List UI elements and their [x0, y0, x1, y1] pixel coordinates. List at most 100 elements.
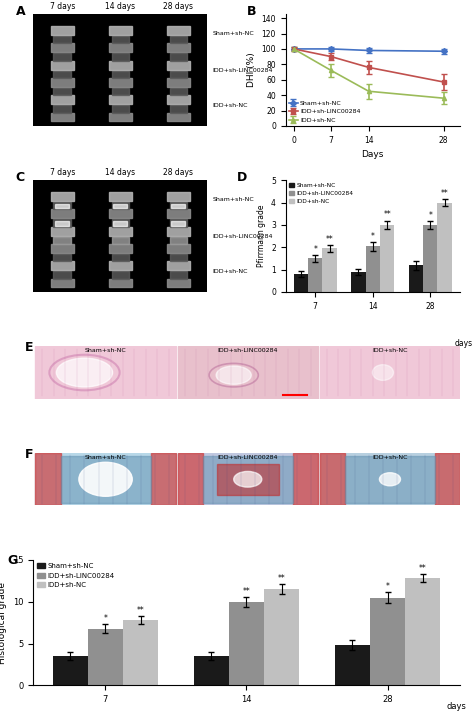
Bar — [109, 278, 132, 288]
Bar — [170, 202, 187, 209]
Bar — [113, 203, 127, 208]
Bar — [335, 645, 370, 685]
Bar — [35, 453, 176, 506]
Bar — [229, 602, 264, 685]
Bar — [167, 192, 190, 201]
Text: **: ** — [137, 606, 145, 615]
Bar — [151, 16, 206, 124]
Ellipse shape — [79, 462, 132, 496]
Bar — [193, 656, 229, 685]
Bar — [109, 192, 132, 201]
Bar — [151, 453, 176, 506]
Bar — [167, 78, 190, 87]
Bar — [109, 113, 132, 121]
Text: Sham+sh-NC: Sham+sh-NC — [85, 455, 127, 460]
Text: IDD+sh-NC: IDD+sh-NC — [212, 269, 248, 274]
Bar — [111, 36, 129, 44]
Text: IDD+sh-LINC00284: IDD+sh-LINC00284 — [212, 233, 273, 238]
Bar — [319, 346, 460, 398]
Bar — [370, 598, 405, 685]
Legend: Sham+sh-NC, IDD+sh-LINC00284, IDD+sh-NC: Sham+sh-NC, IDD+sh-LINC00284, IDD+sh-NC — [289, 101, 361, 123]
X-axis label: Days: Days — [362, 150, 384, 159]
Bar — [61, 456, 151, 503]
Bar — [167, 278, 190, 288]
Text: 14 days: 14 days — [105, 168, 135, 177]
Bar — [35, 183, 90, 290]
Bar — [51, 226, 74, 236]
Bar — [345, 456, 435, 503]
Text: Sham+sh-NC: Sham+sh-NC — [212, 197, 254, 202]
Text: 28 days: 28 days — [163, 168, 193, 177]
Bar — [93, 183, 147, 290]
Bar — [55, 221, 69, 226]
Bar — [111, 88, 129, 95]
Bar — [111, 219, 129, 226]
Bar — [54, 254, 71, 261]
Legend: Sham+sh-NC, IDD+sh-LINC00284, IDD+sh-NC: Sham+sh-NC, IDD+sh-LINC00284, IDD+sh-NC — [289, 183, 353, 204]
Ellipse shape — [56, 358, 113, 387]
Text: *: * — [313, 245, 317, 254]
Bar — [51, 244, 74, 253]
Bar — [111, 71, 129, 78]
Bar — [111, 254, 129, 261]
Bar — [167, 61, 190, 69]
Text: **: ** — [383, 211, 391, 219]
Bar — [351, 272, 365, 292]
Bar — [167, 26, 190, 35]
Bar — [438, 203, 452, 292]
Bar — [109, 26, 132, 35]
Bar — [51, 278, 74, 288]
Bar — [51, 209, 74, 218]
Bar — [170, 237, 187, 244]
Bar — [177, 346, 318, 398]
Bar — [35, 346, 176, 398]
Text: F: F — [25, 448, 33, 461]
Bar — [93, 16, 147, 124]
Bar — [54, 88, 71, 95]
Bar — [51, 26, 74, 35]
Text: IDD+sh-NC: IDD+sh-NC — [212, 104, 248, 109]
Bar — [109, 226, 132, 236]
Bar — [365, 246, 380, 292]
Bar — [405, 578, 440, 685]
Bar — [322, 248, 337, 292]
Text: IDD+sh-LINC00284: IDD+sh-LINC00284 — [212, 68, 273, 73]
Text: *: * — [385, 582, 390, 591]
Bar — [54, 271, 71, 278]
Bar — [109, 95, 132, 104]
Text: E: E — [25, 341, 33, 354]
Bar — [319, 453, 460, 506]
Bar — [171, 203, 185, 208]
Bar — [54, 237, 71, 244]
Bar — [54, 202, 71, 209]
Text: D: D — [237, 171, 247, 184]
Bar — [171, 221, 185, 226]
Bar — [111, 202, 129, 209]
Bar — [319, 453, 345, 506]
Bar — [109, 61, 132, 69]
Bar — [51, 192, 74, 201]
Bar — [167, 95, 190, 104]
Bar — [51, 261, 74, 270]
Bar — [123, 620, 158, 685]
Bar — [51, 95, 74, 104]
Text: A: A — [16, 5, 26, 19]
Text: **: ** — [326, 235, 333, 244]
Bar — [423, 225, 438, 292]
Bar — [170, 71, 187, 78]
Bar — [54, 54, 71, 61]
Bar — [109, 261, 132, 270]
Ellipse shape — [234, 471, 262, 487]
Y-axis label: DHI (%): DHI (%) — [247, 53, 256, 88]
Y-axis label: Pfirrmann grade: Pfirrmann grade — [256, 205, 265, 267]
Text: *: * — [103, 615, 108, 623]
Bar — [53, 656, 88, 685]
Bar — [167, 261, 190, 270]
Ellipse shape — [373, 365, 393, 381]
Text: Sham+sh-NC: Sham+sh-NC — [85, 348, 127, 353]
Text: **: ** — [243, 587, 250, 596]
Bar — [109, 209, 132, 218]
Bar — [170, 54, 187, 61]
Bar — [54, 219, 71, 226]
Text: **: ** — [419, 564, 427, 573]
